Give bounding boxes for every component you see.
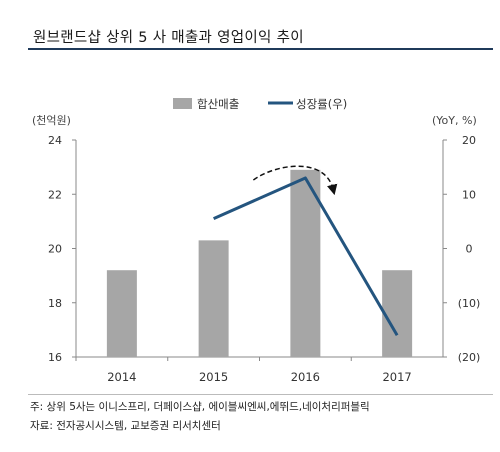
footnote-source: 자료: 전자공시시스템, 교보증권 리서치센터 [30, 420, 221, 432]
left-tick-label: 16 [48, 351, 62, 364]
left-tick-label: 18 [48, 297, 62, 310]
right-tick-label: 20 [462, 134, 476, 147]
left-tick-label: 22 [48, 188, 62, 201]
growth-rate-line [213, 176, 399, 337]
legend-bar-label: 합산매출 [197, 97, 239, 111]
legend-line-label: 성장률(우) [296, 97, 347, 111]
legend: 합산매출 성장률(우) [173, 97, 347, 111]
right-tick-label: (20) [458, 351, 481, 364]
notes-divider [28, 394, 493, 395]
right-tick-label: 10 [462, 188, 476, 201]
bar-2016 [290, 169, 321, 357]
legend-bar-swatch [173, 98, 192, 109]
x-tick-label: 2014 [107, 370, 136, 384]
x-tick-label: 2017 [382, 370, 411, 384]
footnotes: 주: 상위 5사는 이니스프리, 더페이스샵, 에이블씨엔씨,에뛰드,네이처리퍼… [30, 398, 370, 436]
x-tick-label: 2015 [199, 370, 228, 384]
right-tick-label: 0 [466, 243, 473, 256]
bar-2015 [198, 240, 229, 357]
footnote-note: 주: 상위 5사는 이니스프리, 더페이스샵, 에이블씨엔씨,에뛰드,네이처리퍼… [30, 401, 370, 413]
plot-area: 16 18 20 22 24 (20) (10) 0 10 20 2014 2015 2016 2017 [48, 134, 480, 384]
right-axis-unit: (YoY, %) [432, 114, 477, 127]
bar-2014 [106, 270, 137, 357]
x-tick-label: 2016 [291, 370, 320, 384]
chart-title: 원브랜드샵 상위 5 사 매출과 영업이익 추이 [33, 30, 304, 46]
bar-2017 [382, 270, 413, 357]
left-tick-label: 20 [48, 243, 62, 256]
right-tick-label: (10) [458, 297, 481, 310]
left-axis-unit: (천억원) [32, 113, 71, 127]
peak-dashed-arrow [252, 165, 338, 196]
left-tick-label: 24 [48, 134, 62, 147]
title-divider [28, 48, 493, 50]
